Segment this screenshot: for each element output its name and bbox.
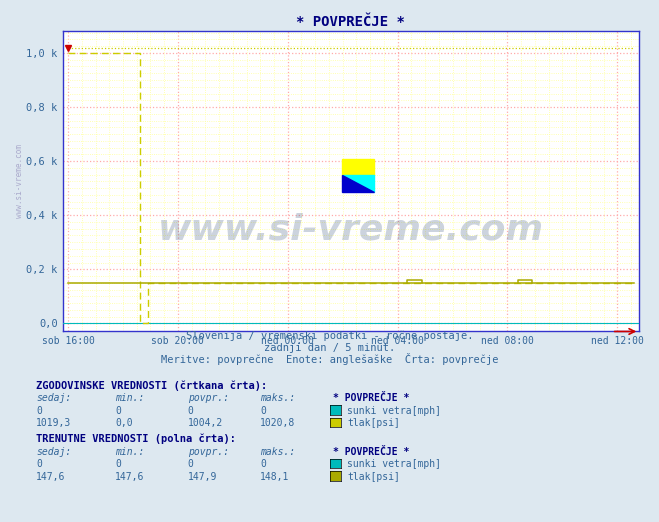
- Text: Slovenija / vremenski podatki - ročne postaje.: Slovenija / vremenski podatki - ročne po…: [186, 331, 473, 341]
- Text: povpr.:: povpr.:: [188, 393, 229, 404]
- Text: 1020,8: 1020,8: [260, 418, 295, 428]
- Text: povpr.:: povpr.:: [188, 447, 229, 457]
- Text: 147,9: 147,9: [188, 471, 217, 481]
- Text: 147,6: 147,6: [36, 471, 66, 481]
- Polygon shape: [342, 175, 374, 192]
- Text: 1019,3: 1019,3: [36, 418, 71, 428]
- Text: min.:: min.:: [115, 447, 145, 457]
- Y-axis label: www.si-vreme.com: www.si-vreme.com: [14, 145, 24, 218]
- Text: * POVPREČJE *: * POVPREČJE *: [333, 393, 409, 404]
- Text: 0: 0: [115, 406, 121, 416]
- Text: zadnji dan / 5 minut.: zadnji dan / 5 minut.: [264, 343, 395, 353]
- Text: ZGODOVINSKE VREDNOSTI (črtkana črta):: ZGODOVINSKE VREDNOSTI (črtkana črta):: [36, 381, 268, 391]
- Text: 0: 0: [188, 406, 194, 416]
- Text: Meritve: povprečne  Enote: anglešaške  Črta: povprečje: Meritve: povprečne Enote: anglešaške Črt…: [161, 353, 498, 365]
- Text: sedaj:: sedaj:: [36, 393, 71, 404]
- Text: 147,6: 147,6: [115, 471, 145, 481]
- Text: 1004,2: 1004,2: [188, 418, 223, 428]
- Text: tlak[psi]: tlak[psi]: [347, 418, 400, 428]
- Text: 0: 0: [260, 459, 266, 469]
- Text: 148,1: 148,1: [260, 471, 290, 481]
- Text: 0: 0: [115, 459, 121, 469]
- Polygon shape: [342, 175, 374, 192]
- Text: 0: 0: [36, 406, 42, 416]
- Text: * POVPREČJE *: * POVPREČJE *: [333, 447, 409, 457]
- Text: 0: 0: [260, 406, 266, 416]
- Text: tlak[psi]: tlak[psi]: [347, 471, 400, 481]
- Polygon shape: [342, 159, 374, 175]
- Text: min.:: min.:: [115, 393, 145, 404]
- Text: 0: 0: [36, 459, 42, 469]
- Text: maks.:: maks.:: [260, 393, 295, 404]
- Text: 0: 0: [188, 459, 194, 469]
- Text: TRENUTNE VREDNOSTI (polna črta):: TRENUTNE VREDNOSTI (polna črta):: [36, 434, 236, 444]
- Text: sunki vetra[mph]: sunki vetra[mph]: [347, 406, 442, 416]
- Text: www.si-vreme.com: www.si-vreme.com: [158, 212, 544, 246]
- Title: * POVPREČJE *: * POVPREČJE *: [297, 15, 405, 29]
- Text: 0,0: 0,0: [115, 418, 133, 428]
- Text: sunki vetra[mph]: sunki vetra[mph]: [347, 459, 442, 469]
- Text: maks.:: maks.:: [260, 447, 295, 457]
- Text: sedaj:: sedaj:: [36, 447, 71, 457]
